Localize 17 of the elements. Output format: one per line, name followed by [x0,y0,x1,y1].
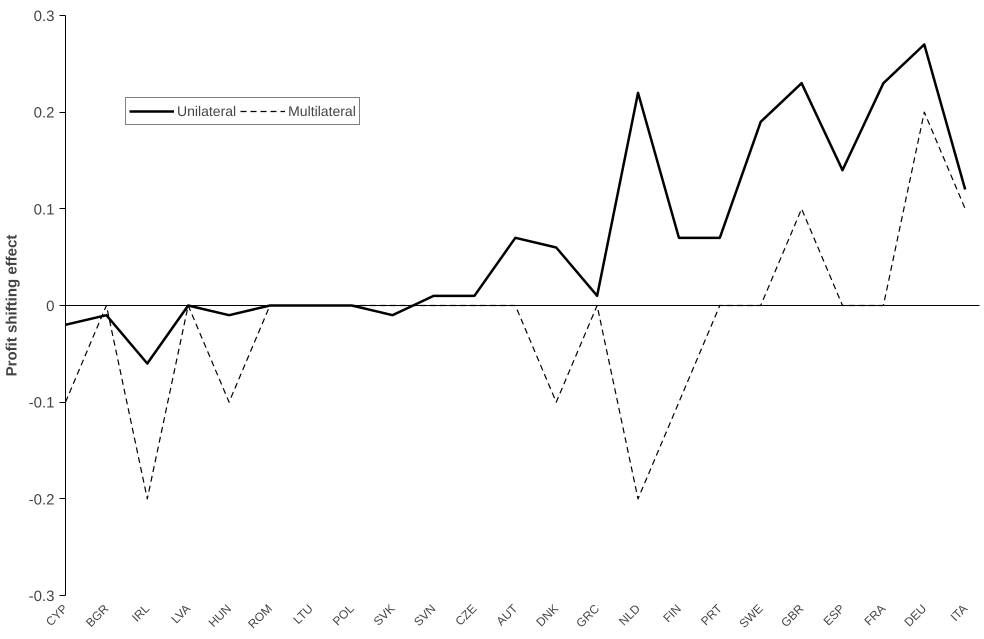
legend-label: Multilateral [288,103,356,119]
x-tick-label: ITA [948,602,970,624]
y-tick-label: 0 [46,298,54,315]
x-tick-label: IRL [129,601,152,625]
x-tick-label: LTU [290,602,316,627]
y-tick-label: 0.1 [34,201,55,218]
x-tick-label: NLD [616,601,644,628]
x-tick-label: POL [330,601,357,628]
y-tick-label: -0.2 [28,491,55,508]
y-tick-label: 0.3 [34,8,55,25]
y-tick-label: -0.1 [28,394,55,412]
x-tick-label: FRA [861,602,888,628]
legend-label: Unilateral [177,103,236,119]
x-tick-label: FIN [660,602,684,626]
y-tick-label: 0.2 [34,104,55,122]
y-axis-title: Profit shifting effect [4,234,21,376]
x-tick-label: LVA [168,602,194,626]
